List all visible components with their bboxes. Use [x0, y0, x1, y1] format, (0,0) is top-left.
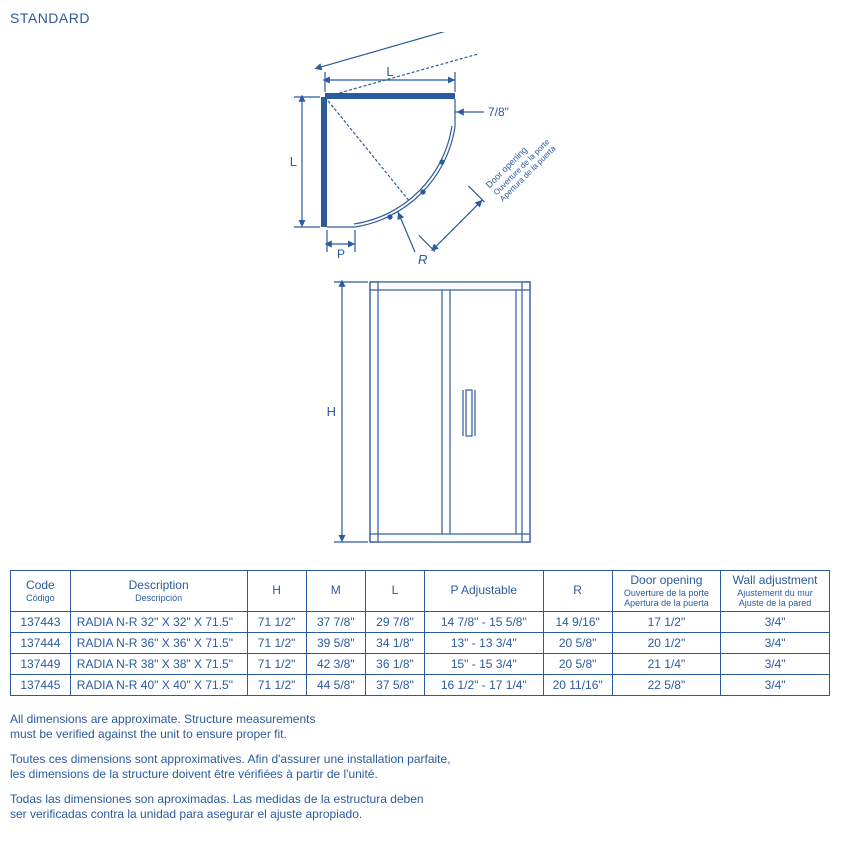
table-cell: 137444: [11, 633, 71, 654]
table-cell: 3/4": [721, 633, 830, 654]
col-header: H: [247, 571, 306, 612]
table-cell: 17 1/2": [612, 612, 720, 633]
svg-text:L: L: [289, 154, 296, 169]
col-header: Door openingOuverture de la porteApertur…: [612, 571, 720, 612]
table-cell: 3/4": [721, 612, 830, 633]
table-cell: 20 1/2": [612, 633, 720, 654]
table-cell: 20 11/16": [543, 675, 612, 696]
table-cell: 37 7/8": [306, 612, 365, 633]
col-header: R: [543, 571, 612, 612]
front-view-diagram: H: [280, 270, 580, 560]
table-cell: 71 1/2": [247, 612, 306, 633]
table-cell: 21 1/4": [612, 654, 720, 675]
svg-text:P: P: [336, 247, 344, 261]
top-view-diagram: L M 7/8" L P R: [240, 32, 620, 270]
table-row: 137444RADIA N-R 36" X 36" X 71.5"71 1/2"…: [11, 633, 830, 654]
table-cell: 137449: [11, 654, 71, 675]
svg-text:7/8": 7/8": [488, 105, 509, 119]
note-paragraph: Toutes ces dimensions sont approximative…: [10, 752, 849, 782]
svg-text:L: L: [386, 64, 393, 79]
table-cell: 44 5/8": [306, 675, 365, 696]
table-cell: 71 1/2": [247, 654, 306, 675]
table-cell: 15" - 15 3/4": [425, 654, 543, 675]
table-row: 137445RADIA N-R 40" X 40" X 71.5"71 1/2"…: [11, 675, 830, 696]
table-cell: 22 5/8": [612, 675, 720, 696]
table-cell: 20 5/8": [543, 633, 612, 654]
table-cell: 3/4": [721, 675, 830, 696]
table-cell: 16 1/2" - 17 1/4": [425, 675, 543, 696]
table-cell: 39 5/8": [306, 633, 365, 654]
col-header: M: [306, 571, 365, 612]
table-cell: 137443: [11, 612, 71, 633]
svg-text:H: H: [326, 404, 335, 419]
table-row: 137443RADIA N-R 32" X 32" X 71.5"71 1/2"…: [11, 612, 830, 633]
table-cell: 36 1/8": [365, 654, 424, 675]
table-cell: 3/4": [721, 654, 830, 675]
table-cell: 137445: [11, 675, 71, 696]
table-cell: RADIA N-R 38" X 38" X 71.5": [70, 654, 247, 675]
table-cell: 29 7/8": [365, 612, 424, 633]
col-header: P Adjustable: [425, 571, 543, 612]
table-cell: 13" - 13 3/4": [425, 633, 543, 654]
table-cell: RADIA N-R 36" X 36" X 71.5": [70, 633, 247, 654]
col-header: L: [365, 571, 424, 612]
table-cell: RADIA N-R 40" X 40" X 71.5": [70, 675, 247, 696]
spec-table: CodeCódigoDescriptionDescripciónHMLP Adj…: [10, 570, 830, 696]
table-cell: RADIA N-R 32" X 32" X 71.5": [70, 612, 247, 633]
table-cell: 14 9/16": [543, 612, 612, 633]
notes-block: All dimensions are approximate. Structur…: [10, 712, 849, 822]
col-header: Wall adjustmentAjustement du murAjuste d…: [721, 571, 830, 612]
table-cell: 37 5/8": [365, 675, 424, 696]
table-cell: 42 3/8": [306, 654, 365, 675]
col-header: DescriptionDescripción: [70, 571, 247, 612]
note-paragraph: Todas las dimensiones son aproximadas. L…: [10, 792, 849, 822]
diagram-zone: L M 7/8" L P R: [10, 32, 849, 560]
table-cell: 71 1/2": [247, 675, 306, 696]
svg-text:R: R: [418, 252, 427, 267]
page-header: STANDARD: [10, 10, 849, 26]
table-cell: 71 1/2": [247, 633, 306, 654]
table-cell: 34 1/8": [365, 633, 424, 654]
table-cell: 14 7/8" - 15 5/8": [425, 612, 543, 633]
table-row: 137449RADIA N-R 38" X 38" X 71.5"71 1/2"…: [11, 654, 830, 675]
col-header: CodeCódigo: [11, 571, 71, 612]
note-paragraph: All dimensions are approximate. Structur…: [10, 712, 849, 742]
table-cell: 20 5/8": [543, 654, 612, 675]
